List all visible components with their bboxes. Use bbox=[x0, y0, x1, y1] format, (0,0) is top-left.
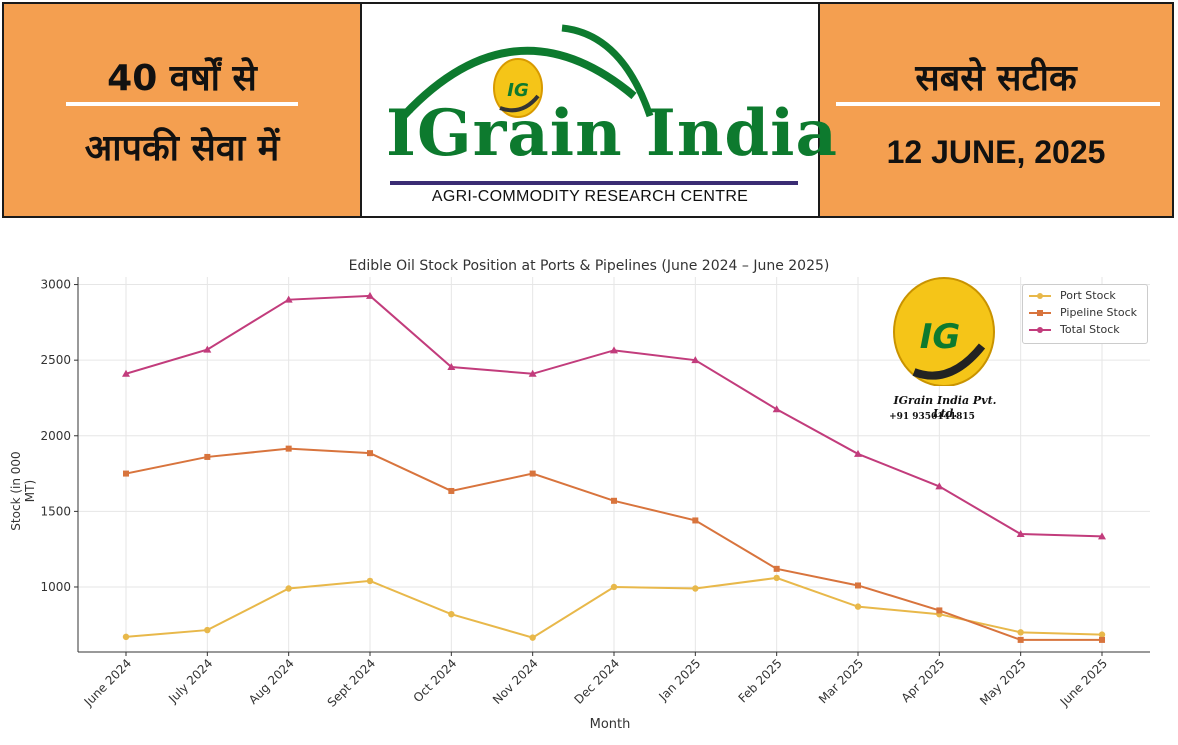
data-point bbox=[1099, 636, 1105, 643]
data-point bbox=[123, 470, 129, 477]
legend-item-pipeline: Pipeline Stock bbox=[1029, 305, 1145, 321]
logo-subtitle: AGRI-COMMODITY RESEARCH CENTRE bbox=[431, 188, 749, 205]
logo-badge-text: IG bbox=[507, 80, 528, 101]
data-point bbox=[367, 450, 373, 457]
watermark-logo: IG bbox=[893, 277, 995, 386]
logo-arch-curve-right bbox=[561, 24, 654, 118]
data-point bbox=[448, 487, 455, 494]
logo-underline bbox=[390, 181, 798, 185]
logo-panel: IG IGrain India AGRI-COMMODITY RESEARCH … bbox=[360, 4, 837, 216]
tagline-line-2: आपकी सेवा में bbox=[84, 128, 280, 169]
data-point bbox=[204, 626, 211, 634]
legend-marker-port bbox=[1037, 293, 1043, 299]
y-tick-label: 3000 bbox=[40, 278, 71, 292]
data-point bbox=[610, 346, 618, 354]
data-point bbox=[773, 565, 780, 572]
data-point bbox=[772, 405, 781, 413]
data-point bbox=[854, 449, 862, 457]
data-point bbox=[529, 470, 536, 477]
data-point bbox=[528, 369, 537, 377]
x-tick-label: Apr 2025 bbox=[899, 656, 948, 705]
chart-area: Edible Oil Stock Position at Ports & Pip… bbox=[0, 232, 1178, 745]
data-point bbox=[204, 453, 211, 460]
data-point bbox=[366, 577, 374, 585]
data-point bbox=[855, 582, 861, 589]
data-point bbox=[122, 633, 130, 641]
data-point bbox=[610, 583, 618, 591]
watermark-company: IGrain India Pvt. Ltd. bbox=[893, 394, 997, 420]
data-point bbox=[692, 585, 699, 592]
x-tick-label: Sept 2024 bbox=[325, 656, 379, 710]
logo-badge-swoosh bbox=[499, 94, 540, 113]
x-tick-label: May 2025 bbox=[977, 656, 1029, 708]
tagline-accurate: सबसे सटीक bbox=[915, 58, 1077, 99]
data-point bbox=[448, 610, 455, 618]
y-tick-label: 1500 bbox=[40, 504, 71, 518]
x-tick-label: June 2025 bbox=[1057, 656, 1110, 709]
x-tick-label: Dec 2024 bbox=[572, 656, 623, 707]
left-divider bbox=[66, 102, 298, 106]
data-point bbox=[611, 497, 617, 504]
data-point bbox=[1017, 636, 1024, 643]
chart-legend: Port Stock Pipeline Stock Total Stock bbox=[1022, 284, 1148, 344]
report-date: 12 JUNE, 2025 bbox=[886, 134, 1106, 170]
watermark-badge-swoosh bbox=[912, 343, 986, 380]
legend-marker-total bbox=[1037, 327, 1043, 333]
x-axis-label: Month bbox=[589, 717, 631, 732]
data-point bbox=[773, 574, 780, 582]
banner-right-panel: सबसे सटीक 12 JUNE, 2025 bbox=[820, 4, 1172, 216]
line-chart: 1000 1500 2000 2500 3000 June 2024 July 2024 Au… bbox=[40, 277, 1150, 710]
data-point bbox=[692, 517, 699, 524]
banner-left-panel: 40 वर्षों से आपकी सेवा में bbox=[4, 4, 360, 216]
x-tick-label: Aug 2024 bbox=[246, 656, 297, 707]
data-point bbox=[203, 345, 212, 353]
chart-title: Edible Oil Stock Position at Ports & Pip… bbox=[348, 258, 830, 274]
data-point bbox=[1098, 532, 1106, 540]
data-point bbox=[122, 369, 130, 377]
watermark-badge-text: IG bbox=[920, 317, 961, 357]
y-tick-label: 2000 bbox=[40, 429, 71, 443]
x-tick-label: Nov 2024 bbox=[490, 656, 541, 707]
y-tick-label: 2500 bbox=[40, 353, 71, 367]
legend-marker-pipeline bbox=[1037, 310, 1043, 316]
data-point bbox=[1098, 631, 1106, 638]
x-tick-label: June 2024 bbox=[81, 656, 134, 709]
x-tick-label: July 2024 bbox=[165, 656, 215, 706]
x-tick-label: Mar 2025 bbox=[816, 656, 866, 706]
logo-arch: IG bbox=[395, 24, 654, 125]
data-point bbox=[284, 295, 293, 303]
data-point bbox=[691, 356, 700, 364]
right-divider bbox=[836, 102, 1160, 106]
data-point bbox=[529, 634, 536, 641]
watermark-phone: +91 9350141815 bbox=[889, 412, 975, 422]
data-point bbox=[447, 362, 456, 370]
legend-label-pipeline: Pipeline Stock bbox=[1060, 306, 1137, 319]
data-point bbox=[1016, 530, 1025, 538]
data-point bbox=[935, 482, 944, 490]
x-tick-label: Jan 2025 bbox=[655, 656, 703, 704]
data-point bbox=[366, 291, 374, 299]
data-point bbox=[285, 585, 292, 592]
logo-wordmark: IGrain India bbox=[386, 96, 838, 171]
x-tick-label: Feb 2025 bbox=[736, 656, 785, 705]
legend-item-port: Port Stock bbox=[1029, 288, 1145, 304]
tagline-line-1: 40 वर्षों से bbox=[107, 58, 257, 99]
logo-arch-curve bbox=[395, 46, 637, 125]
header-banner: 40 वर्षों से आपकी सेवा में IG IGrain Ind… bbox=[2, 2, 1174, 218]
x-tick-label: Oct 2024 bbox=[411, 656, 460, 705]
y-tick-label: 1000 bbox=[40, 580, 71, 594]
data-point bbox=[285, 445, 292, 452]
legend-label-total: Total Stock bbox=[1060, 323, 1120, 336]
data-point bbox=[854, 603, 862, 610]
legend-item-total: Total Stock bbox=[1029, 322, 1145, 338]
data-point bbox=[936, 607, 943, 614]
data-point bbox=[1017, 629, 1024, 636]
legend-label-port: Port Stock bbox=[1060, 289, 1116, 302]
